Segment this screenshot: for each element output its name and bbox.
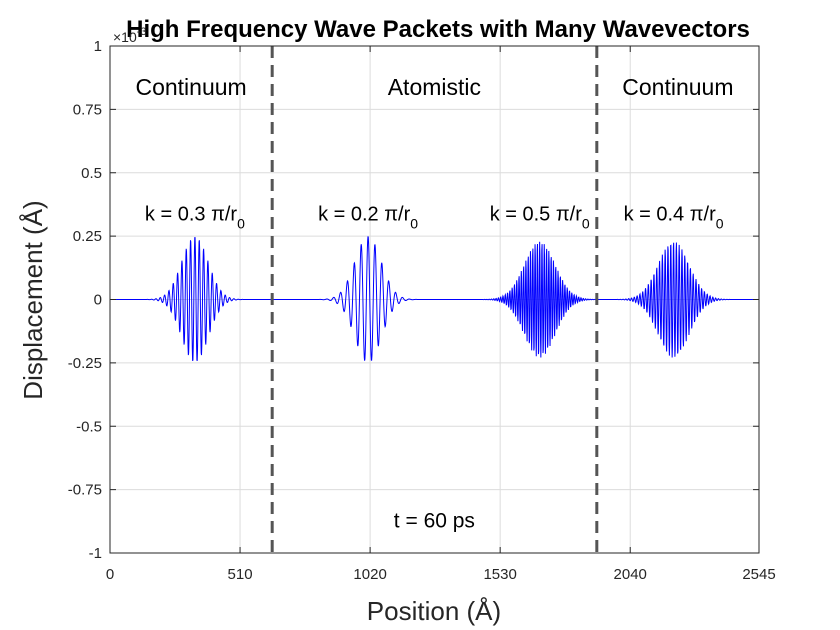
x-tick-label: 2545 [742,566,775,583]
x-axis-label: Position (Å) [367,596,501,626]
region-label: Atomistic [388,74,481,100]
region-label: Continuum [135,74,246,100]
wavevector-label: k = 0.5 π/r0 [490,203,590,231]
y-exponent-label: ×10-3 [113,26,147,45]
wavevector-label-subscript: 0 [237,215,245,231]
y-tick-label: -0.5 [76,418,102,435]
wavevector-label: k = 0.2 π/r0 [318,203,418,231]
x-tick-label: 510 [228,566,253,583]
wavevector-label: k = 0.4 π/r0 [624,203,724,231]
wavevector-label-text: k = 0.2 π/r [318,203,411,225]
y-tick-label: 1 [94,38,102,55]
wavevector-label: k = 0.3 π/r0 [145,203,245,231]
x-tick-label: 1530 [483,566,516,583]
time-annotation: t = 60 ps [394,510,475,533]
y-exponent-power: -3 [137,26,147,38]
y-tick-label: 0 [94,292,102,309]
y-tick-label: -0.75 [68,482,102,499]
wavevector-label-subscript: 0 [582,215,590,231]
wave-packet-line [110,236,759,362]
y-tick-label: 0.5 [81,165,102,182]
wavevector-label-subscript: 0 [716,215,724,231]
wavevector-label-text: k = 0.4 π/r [624,203,717,225]
wave-packet-series [110,236,759,362]
y-axis-label: Displacement (Å) [18,200,48,399]
y-tick-label: 0.75 [73,101,102,118]
wavevector-label-text: k = 0.5 π/r [490,203,583,225]
region-dividers [270,46,599,553]
axis-ticks [109,45,760,554]
chart-text: 0 510 1020 1530 2040 2545 -1 -0.75 -0.5 -0.25 0 0.2… [68,38,776,583]
wavevector-label-text: k = 0.3 π/r [145,203,238,225]
x-tick-label: 0 [106,566,114,583]
y-tick-label: -1 [89,545,102,562]
x-tick-label: 1020 [353,566,386,583]
y-tick-label: 0.25 [73,228,102,245]
wavevector-label-subscript: 0 [410,215,418,231]
y-tick-label: -0.25 [68,355,102,372]
x-tick-label: 2040 [614,566,647,583]
region-label: Continuum [622,74,733,100]
chart-title: High Frequency Wave Packets with Many Wa… [126,16,750,43]
